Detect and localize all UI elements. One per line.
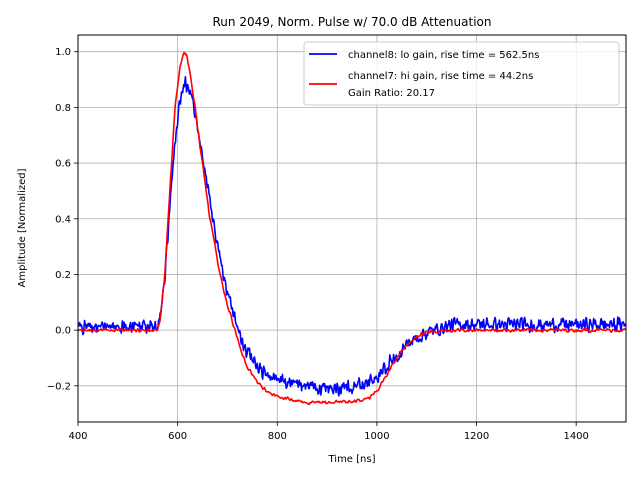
- y-tick-label: 0.4: [55, 214, 71, 225]
- x-axis-label: Time [ns]: [327, 454, 375, 465]
- legend-label-channel7: channel7: hi gain, rise time = 44.2ns: [348, 71, 533, 82]
- x-tick-label: 1200: [464, 431, 489, 442]
- plot-frame: [77, 34, 627, 423]
- legend: channel8: lo gain, rise time = 562.5ns c…: [303, 41, 620, 106]
- y-tick-label: 0.6: [55, 159, 71, 170]
- x-tick-label: 1000: [364, 431, 389, 442]
- legend-label-channel8: channel8: lo gain, rise time = 562.5ns: [348, 50, 539, 61]
- y-tick-label: 1.0: [55, 47, 71, 58]
- x-tick-label: 1400: [563, 431, 588, 442]
- y-tick-label: 0.2: [55, 270, 71, 281]
- x-tick-label: 600: [168, 431, 187, 442]
- legend-box: [303, 41, 620, 106]
- y-axis-label: Amplitude [Normalized]: [17, 168, 28, 287]
- series-line-channel7: [78, 51, 626, 406]
- grid: [77, 35, 626, 422]
- ticks: 400 600 800 1000 1200 1400 −0.2 0.0 0.2 0.4 0.6 0.8…: [47, 47, 589, 442]
- y-tick-label: 0.8: [55, 103, 71, 114]
- y-tick-label: −0.2: [47, 381, 71, 392]
- x-tick-label: 800: [268, 431, 287, 442]
- y-tick-label: 0.0: [55, 326, 71, 337]
- x-tick-label: 400: [68, 431, 87, 442]
- legend-label-gain-ratio: Gain Ratio: 20.17: [348, 88, 435, 99]
- series-layer: [78, 51, 626, 406]
- chart-title: Run 2049, Norm. Pulse w/ 70.0 dB Attenua…: [213, 15, 492, 29]
